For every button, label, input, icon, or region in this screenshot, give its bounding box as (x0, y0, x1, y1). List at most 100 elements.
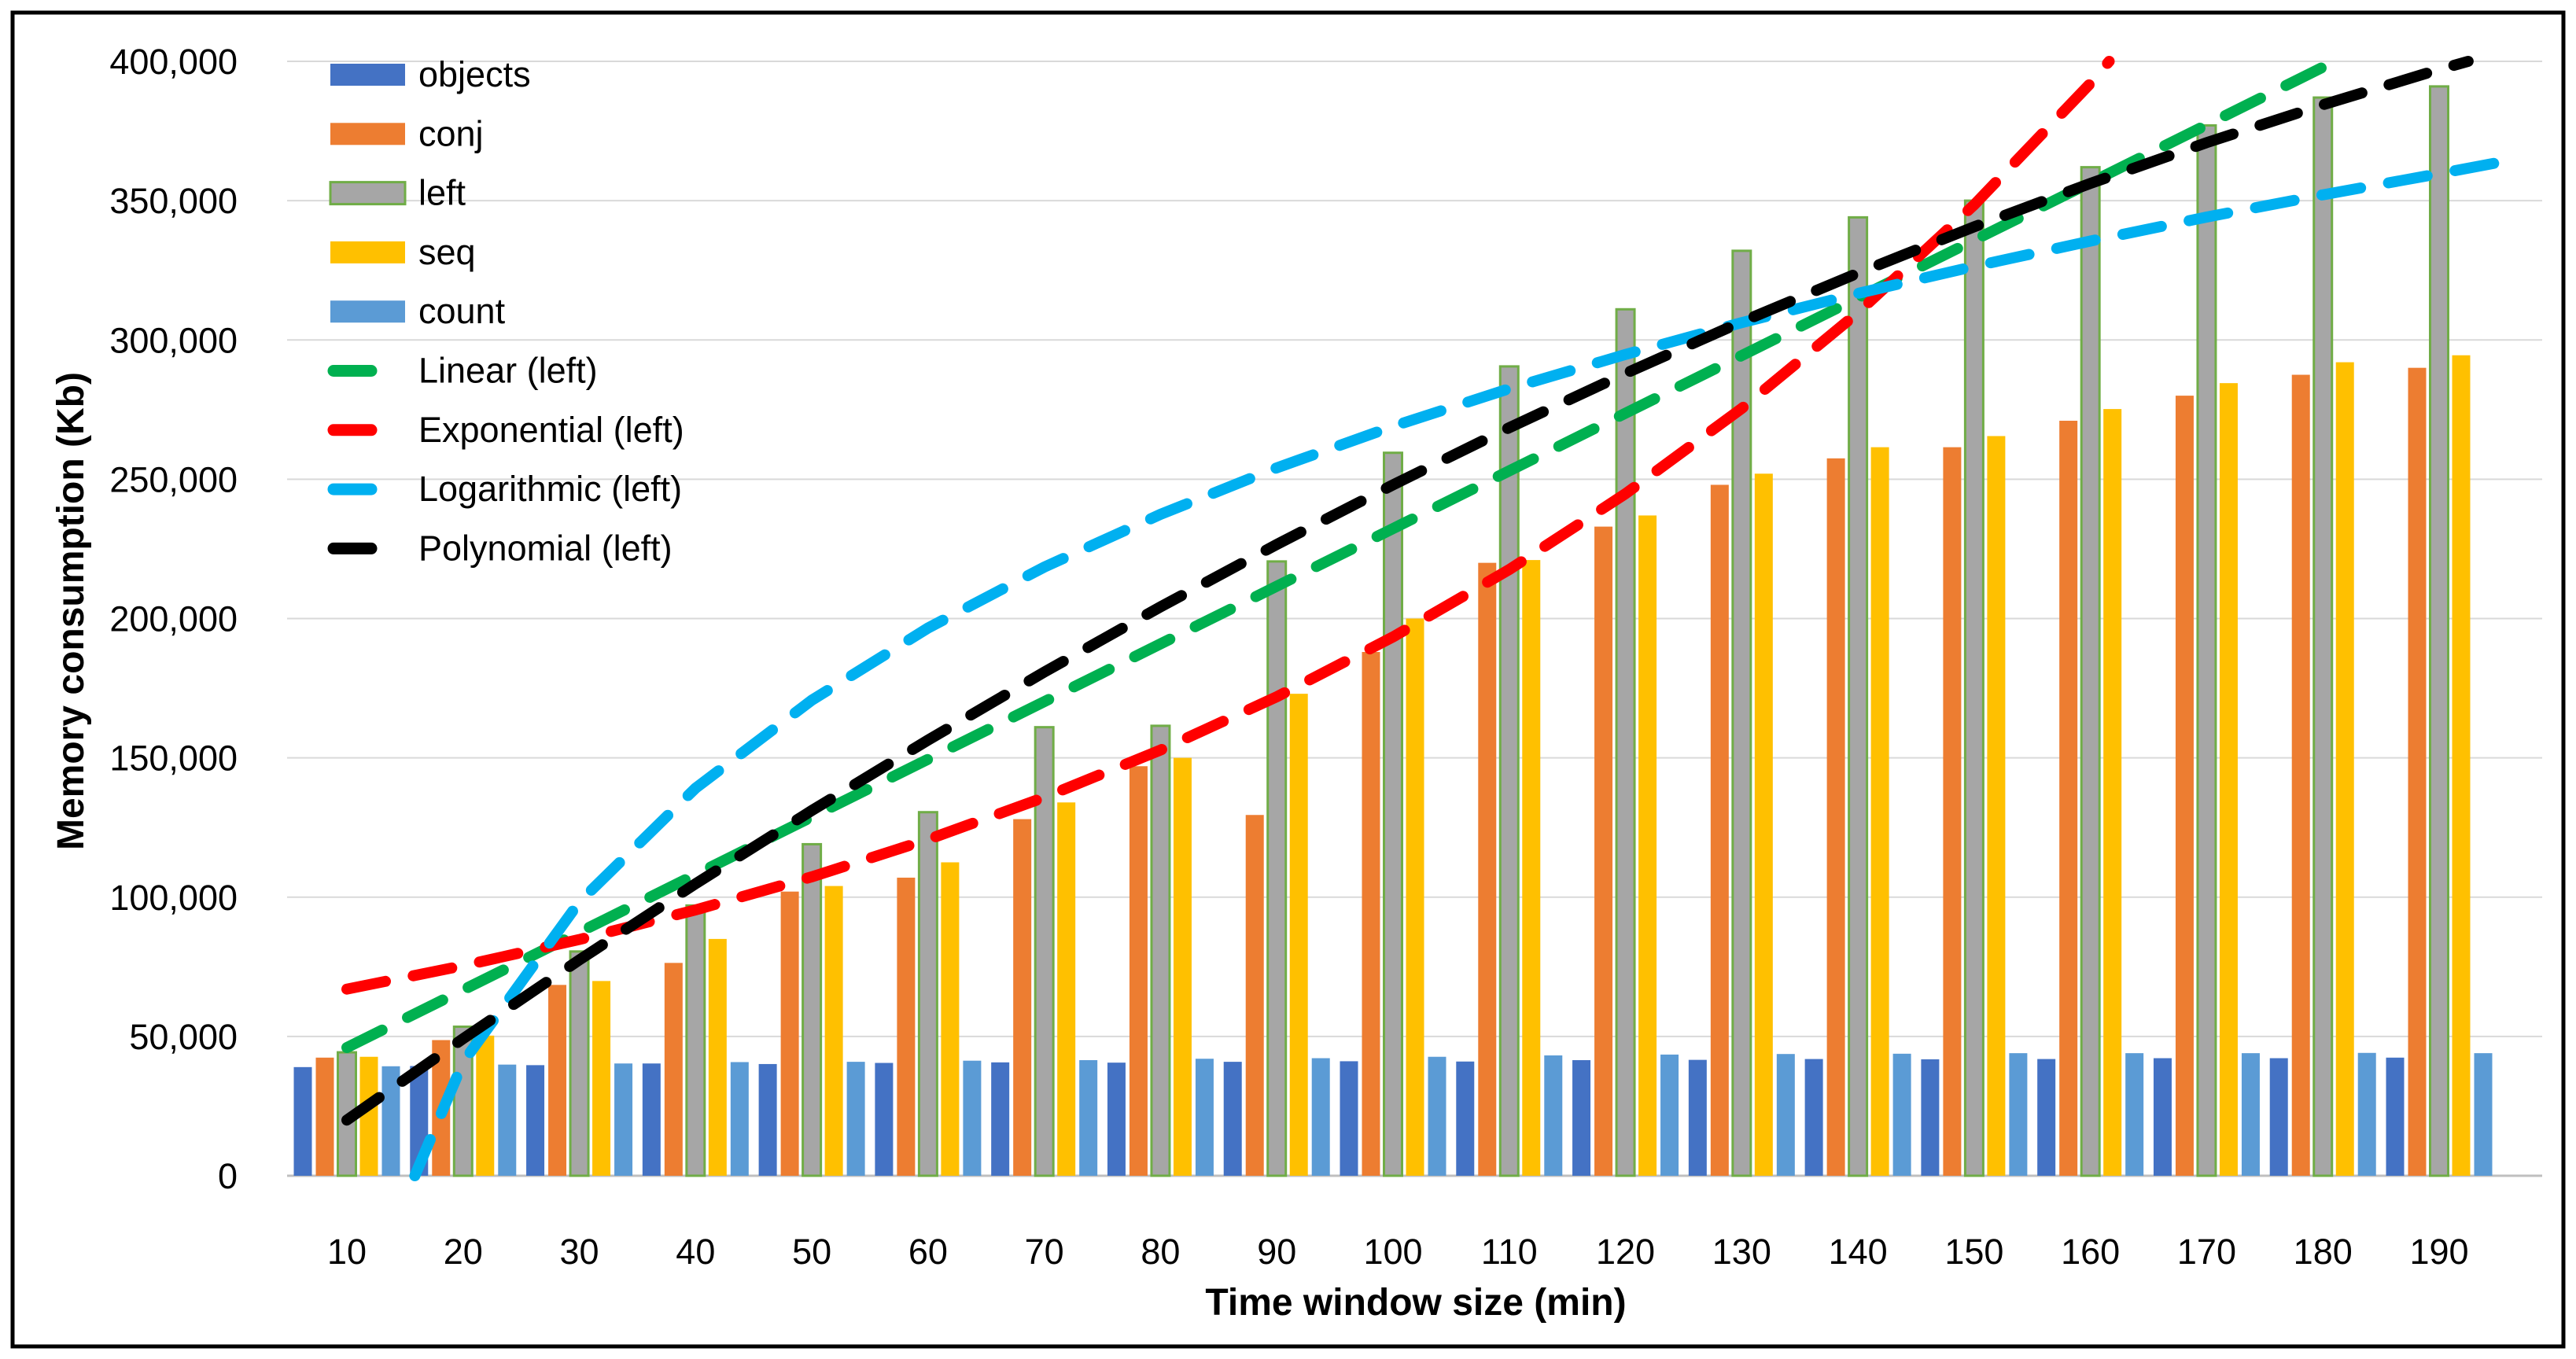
bar (2196, 123, 2217, 1177)
bar (642, 1063, 661, 1176)
trend-lines-group (341, 56, 2503, 1181)
bar (1195, 1059, 1214, 1176)
x-tick-label: 40 (676, 1232, 715, 1272)
bar (1150, 724, 1171, 1177)
y-tick-label: 300,000 (109, 320, 238, 360)
legend-item-conj: conj (330, 113, 484, 153)
bar (1710, 484, 1729, 1176)
bar (730, 1062, 749, 1176)
trend-line-logarithmic-left (409, 157, 2503, 1181)
x-tick-label: 50 (792, 1232, 831, 1272)
bar (359, 1056, 378, 1176)
bar (1034, 726, 1055, 1177)
bar (708, 938, 727, 1176)
y-tick-label: 350,000 (109, 181, 238, 221)
bar (802, 842, 823, 1177)
bar (1057, 802, 1076, 1176)
y-tick-label: 400,000 (109, 42, 238, 82)
bar (1572, 1059, 1591, 1176)
bar (1963, 199, 1985, 1177)
bar (2313, 96, 2334, 1177)
bar (1173, 757, 1192, 1176)
bar (1688, 1059, 1707, 1176)
bar (1362, 652, 1380, 1176)
bar-series-objects (293, 1057, 2405, 1176)
bar (1129, 766, 1148, 1176)
bar (2080, 166, 2101, 1177)
bar (2357, 1052, 2376, 1176)
trend-line-polynomial-left (341, 56, 2474, 1126)
bar (2175, 396, 2194, 1177)
outer-border (10, 10, 2566, 1349)
bar (1266, 560, 1288, 1177)
legend-label: left (418, 173, 466, 213)
bar (1943, 447, 1962, 1176)
legend-swatch-bar (329, 181, 407, 206)
bar (1383, 451, 1403, 1177)
bar (1456, 1061, 1475, 1176)
x-tick-label: 80 (1141, 1232, 1180, 1272)
legend-item-logarithmic-left: Logarithmic (left) (327, 469, 682, 509)
bar (2474, 1053, 2493, 1176)
x-tick-label: 170 (2177, 1232, 2236, 1272)
bar (2241, 1053, 2260, 1176)
legend-label: seq (418, 232, 476, 272)
bar (1660, 1054, 1679, 1176)
y-tick-label: 100,000 (109, 878, 238, 918)
bar (824, 886, 843, 1176)
bar (2219, 383, 2238, 1176)
y-tick-label: 50,000 (129, 1017, 238, 1057)
bar (498, 1064, 517, 1176)
legend-label: Logarithmic (left) (418, 469, 682, 509)
bar (1804, 1059, 1823, 1176)
bar (875, 1063, 894, 1176)
bar (1594, 526, 1613, 1176)
bar (1870, 447, 1889, 1176)
bar (1406, 618, 1424, 1176)
x-tick-label: 160 (2061, 1232, 2120, 1272)
legend-label: count (418, 291, 506, 331)
bar (1428, 1056, 1446, 1176)
bar (1731, 249, 1752, 1177)
bar (293, 1066, 312, 1176)
x-tick-label: 190 (2409, 1232, 2468, 1272)
bar (2408, 367, 2427, 1176)
x-tick-label: 140 (1829, 1232, 1888, 1272)
x-axis-tick-labels: 10 20 30 40 50 60 70 80 90 100 110 120 130 140 150 160 1… (327, 1232, 2469, 1272)
y-axis-title: Memory consumption (Kb) (50, 372, 92, 850)
legend-label: conj (418, 113, 484, 153)
legend: objects conj left seq count Linear (left) Expo… (327, 54, 684, 568)
bar (1289, 694, 1308, 1176)
x-tick-label: 120 (1596, 1232, 1655, 1272)
bar (2335, 362, 2354, 1177)
bar (1013, 819, 1032, 1176)
x-axis-title: Time window size (min) (1205, 1282, 1626, 1324)
bar (1223, 1062, 1242, 1176)
bar (2037, 1059, 2056, 1176)
y-axis-tick-labels: 0 50,000 100,000 150,000 200,000 250,000 300,0… (109, 42, 238, 1196)
legend-item-seq: seq (330, 232, 476, 272)
bar (526, 1065, 545, 1176)
bar (2452, 355, 2471, 1176)
bar (614, 1063, 633, 1176)
bar (1311, 1058, 1330, 1176)
trend-line-exponential-left (341, 56, 2115, 995)
bar (1544, 1055, 1563, 1176)
bar (452, 1025, 474, 1177)
legend-label: objects (418, 54, 531, 94)
bar (1921, 1059, 1940, 1176)
bar (2059, 420, 2078, 1176)
bar (685, 904, 706, 1177)
legend-item-count: count (330, 291, 506, 331)
legend-item-linear-left: Linear (left) (327, 351, 598, 391)
bar (2291, 374, 2310, 1176)
legend-swatch-bar (330, 300, 405, 323)
legend-item-left: left (329, 173, 466, 213)
bar (2125, 1053, 2144, 1176)
y-tick-label: 0 (218, 1156, 238, 1196)
bar (2269, 1058, 2288, 1176)
bar (846, 1062, 865, 1176)
legend-item-exponential-left: Exponential (left) (327, 410, 684, 450)
